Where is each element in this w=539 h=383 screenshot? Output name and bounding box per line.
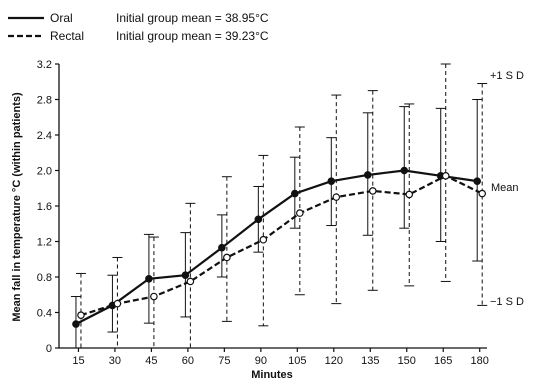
data-point-rectal (150, 292, 158, 301)
data-point-rectal (405, 190, 414, 199)
y-axis-title: Mean fall in temperature °C (within pati… (11, 92, 23, 322)
legend-oral-label: Oral (50, 11, 73, 25)
x-tick-label: 150 (398, 355, 416, 367)
legend-rectal-label: Rectal (50, 29, 84, 43)
data-point-oral (218, 243, 226, 252)
series-line-oral (75, 169, 478, 326)
y-tick-label: 0 (46, 343, 52, 355)
annotation-lower-sd: −1 S D (490, 296, 524, 308)
data-point-oral (145, 274, 153, 283)
y-tick-label: 3.2 (37, 59, 52, 71)
x-tick-label: 15 (72, 355, 84, 367)
data-point-oral (327, 177, 336, 185)
data-point-oral (181, 271, 190, 280)
data-point-rectal (368, 187, 377, 195)
x-tick-label: 30 (109, 355, 121, 367)
series-markers (72, 166, 487, 328)
x-tick-label: 60 (182, 355, 194, 367)
x-axis-title: Minutes (251, 369, 293, 381)
x-tick-label: 105 (288, 355, 306, 367)
data-point-rectal (296, 209, 304, 217)
y-tick-label: 2.0 (37, 166, 52, 178)
y-tick-label: 0.8 (37, 272, 52, 284)
x-tick-label: 120 (325, 355, 343, 367)
x-tick-label: 135 (361, 355, 379, 367)
data-point-oral (291, 189, 299, 198)
legend-rectal-note: Initial group mean = 39.23°C (116, 29, 269, 43)
legend: Oral Initial group mean = 38.95°C Rectal… (8, 11, 269, 43)
annotation-mean: Mean (491, 182, 519, 194)
legend-oral-note: Initial group mean = 38.95°C (116, 11, 269, 25)
series-line-rectal (80, 174, 483, 317)
y-tick-label: 2.4 (37, 130, 52, 142)
x-tick-label: 90 (255, 355, 267, 367)
data-point-rectal (77, 311, 85, 319)
data-point-oral (473, 177, 482, 185)
y-tick-label: 1.6 (37, 201, 52, 213)
annotation-upper-sd: +1 S D (490, 70, 524, 82)
data-point-rectal (186, 277, 195, 286)
data-point-oral (363, 171, 372, 179)
y-tick-label: 0.4 (37, 308, 52, 320)
data-point-rectal (223, 253, 231, 262)
series-lines (75, 169, 483, 326)
data-point-rectal (113, 299, 122, 308)
axes (55, 63, 487, 352)
tick-labels: 0 0.4 0.8 1.2 1.6 2.0 2.4 2.8 3.2 15 30 45 60 75 90 105… (37, 59, 489, 367)
data-point-rectal (259, 235, 268, 244)
x-tick-label: 180 (471, 355, 489, 367)
data-point-rectal (332, 193, 341, 201)
data-point-oral (254, 215, 263, 224)
y-tick-label: 1.2 (37, 237, 52, 249)
x-tick-label: 75 (218, 355, 230, 367)
x-tick-label: 165 (434, 355, 452, 367)
y-tick-label: 2.8 (37, 95, 52, 107)
x-tick-label: 45 (145, 355, 157, 367)
data-point-oral (400, 166, 409, 175)
data-point-oral (72, 320, 80, 328)
data-point-rectal (441, 172, 450, 180)
data-point-rectal (478, 189, 487, 198)
